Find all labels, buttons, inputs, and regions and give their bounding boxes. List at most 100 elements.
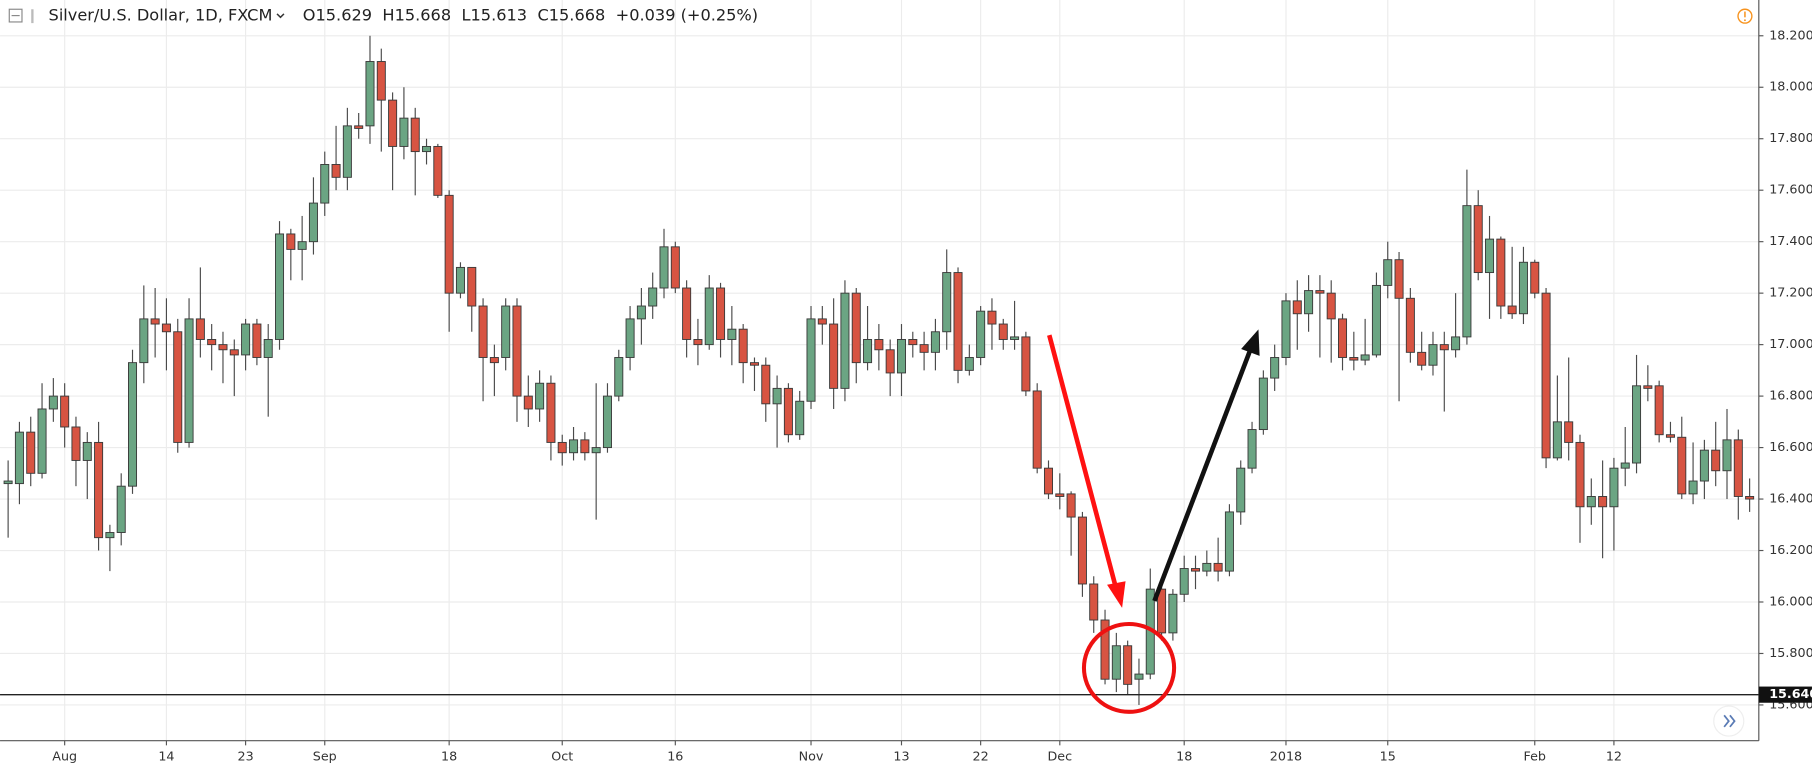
candle-body [275,233,285,340]
candle-body [1338,318,1348,358]
ohlc-value: H15.668 [382,6,451,25]
candle-body [1598,496,1608,508]
y-tick-label: 17.800 [1769,130,1812,145]
candle-body [1179,568,1189,595]
ohlc-value: L15.613 [462,6,528,25]
candle-body [704,287,714,346]
candle-body [716,287,726,340]
candle-body [1541,292,1551,459]
candle-body [342,125,352,178]
candle-body [840,292,850,389]
up-arrow-head [1241,329,1260,356]
candle-body [1485,238,1495,274]
candle-body [1224,511,1234,572]
candle-body [1055,493,1065,497]
candle-body [37,408,47,474]
candle-body [930,331,940,353]
candle-body [885,349,895,374]
candle-body [964,357,974,371]
candle-body [1202,562,1212,572]
candle-body [919,344,929,353]
candle-body [229,349,239,356]
y-tick-label: 16.600 [1769,439,1812,454]
candle-body [625,318,635,358]
candle-body [738,328,748,364]
candle-body [1270,357,1280,379]
candle-body [749,362,759,366]
candle-body [987,310,997,325]
candle-body [693,339,703,346]
candle-body [455,266,465,294]
candle-body [1190,568,1201,572]
candle-body [1677,436,1687,495]
price-label: 15.640 [1769,686,1812,701]
candle-body [399,117,409,147]
x-tick-label: Aug [52,748,77,763]
candle-body [286,233,296,250]
symbol-title[interactable]: Silver/U.S. Dollar, 1D, FXCM [49,6,273,25]
candle-body [501,305,511,358]
candle-body [444,194,454,294]
candle-body [1247,429,1257,469]
x-tick-label: 22 [973,748,989,763]
highlight-circle [1081,621,1177,714]
collapse-button[interactable] [8,8,23,23]
candle-body [569,439,579,454]
candle-body [1722,439,1732,472]
candle-body [602,395,612,449]
candle-body [1665,434,1675,438]
candle-body [546,382,556,443]
dropdown-chevron[interactable] [276,13,285,19]
candle-body [1654,385,1664,436]
candle-body [1405,297,1415,353]
ohlc-value: +0.039 (+0.25%) [616,6,758,25]
candle-body [1236,467,1246,513]
y-tick-label: 18.200 [1769,27,1812,42]
candle-body [874,339,884,351]
candle-body [1564,421,1574,443]
alert-icon[interactable] [1737,8,1753,24]
candle-body [1473,205,1483,274]
candle-body [659,246,669,289]
y-tick-label: 18.000 [1769,79,1812,94]
scroll-button[interactable] [1713,705,1745,737]
x-tick-label: 16 [667,748,683,763]
candle-body [1168,593,1178,634]
ohlc-value: C15.668 [537,6,605,25]
candle-body [953,272,963,371]
candle-body [1518,261,1528,315]
candle-body [580,439,590,454]
x-tick-label: 2018 [1270,748,1302,763]
candle-body [422,145,432,153]
candle-body [354,125,364,129]
candle-body [535,382,545,410]
candle-body [60,395,70,428]
x-tick-label: Nov [799,748,824,763]
candle-body [489,357,499,364]
candle-body [1417,351,1427,366]
candle-body [161,323,171,333]
x-tick-label: 23 [238,748,254,763]
candle-body [3,480,13,485]
candle-body [128,362,138,487]
candle-body [1292,300,1302,315]
candle-body [388,99,398,147]
candle-body [1439,344,1449,351]
candle-body [365,61,375,127]
candle-body [116,485,126,533]
candle-body [173,331,183,443]
down-arrow-head [1107,581,1126,608]
candle-body [908,339,918,346]
candle-body [207,339,217,346]
down-arrow-line [1047,334,1119,590]
candle-body [1699,449,1709,482]
candles [3,35,1755,705]
y-tick-label: 17.400 [1769,233,1812,248]
candle-body [1383,259,1393,286]
candle-body [331,164,341,178]
candle-body [863,339,873,364]
candle-body [1043,467,1054,495]
candle-body [817,318,827,325]
y-tick-label: 17.600 [1769,182,1812,197]
candle-body [1711,449,1721,472]
